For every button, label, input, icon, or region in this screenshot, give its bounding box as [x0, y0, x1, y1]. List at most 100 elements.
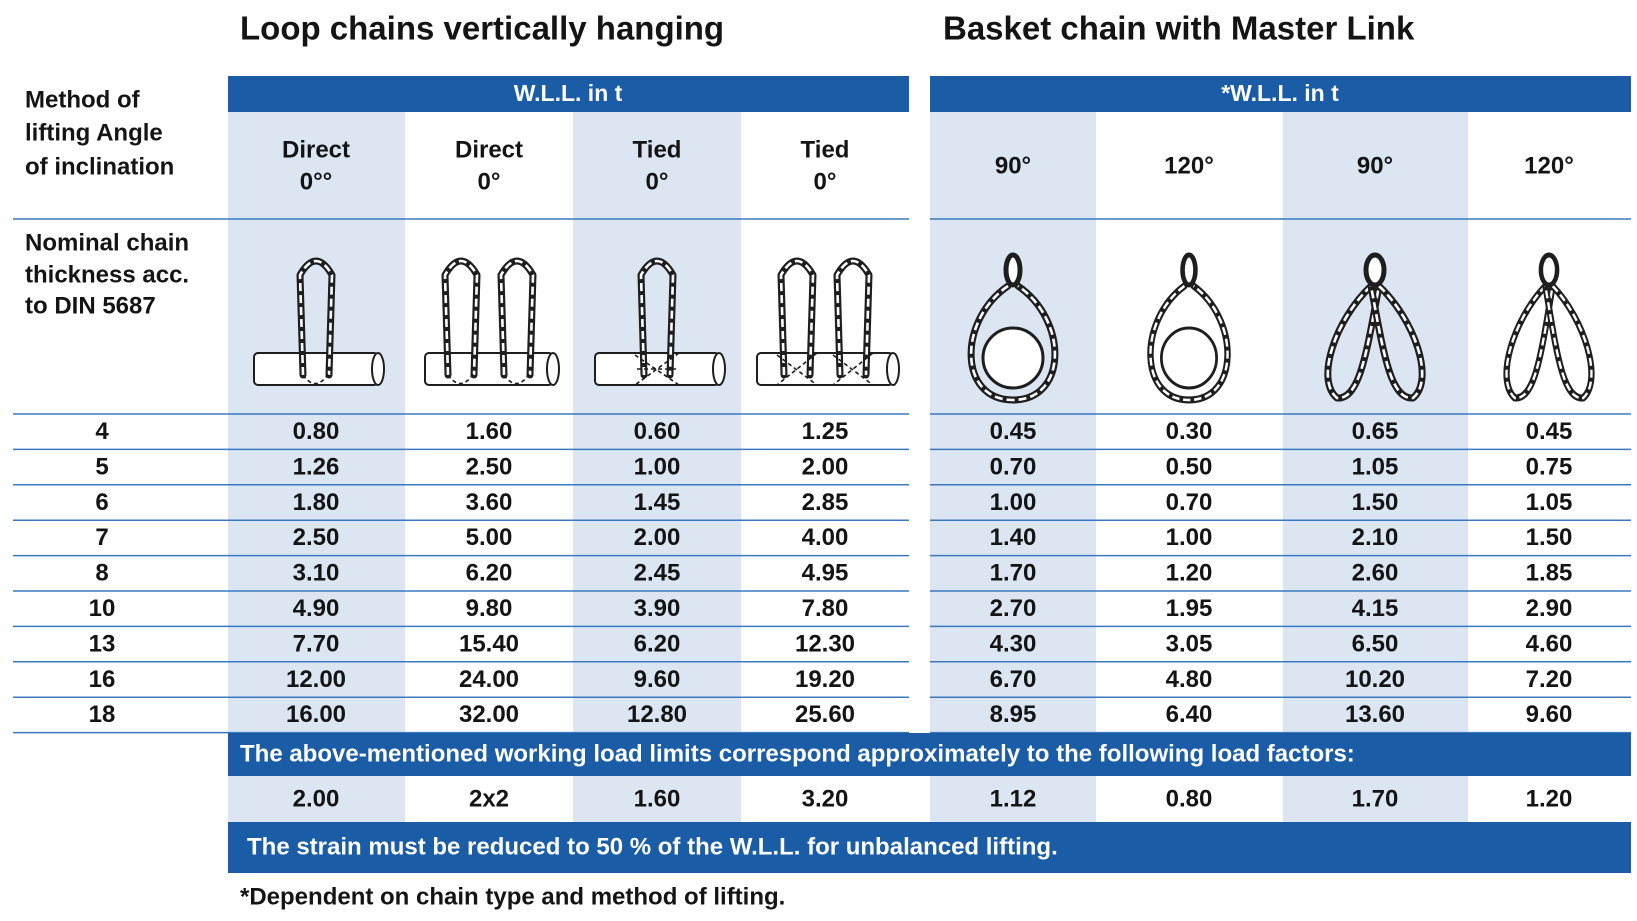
wll-value: 3.60 [466, 489, 513, 516]
wll-value: 5.00 [466, 524, 513, 551]
wll-value: 1.00 [1166, 524, 1213, 551]
note-band [228, 822, 1631, 873]
wll-value: 3.90 [634, 595, 681, 622]
column-angle: 0° [814, 168, 837, 195]
column-angle: 0°° [300, 168, 333, 195]
chain-size: 4 [95, 418, 109, 445]
wll-value: 12.80 [627, 701, 687, 728]
wll-value: 4.80 [1166, 666, 1213, 693]
wll-value: 13.60 [1345, 701, 1405, 728]
wll-value: 1.05 [1352, 453, 1399, 480]
load-factor: 3.20 [802, 785, 849, 812]
wll-value: 1.40 [990, 524, 1037, 551]
wll-value: 6.40 [1166, 701, 1213, 728]
wll-value: 1.05 [1526, 489, 1573, 516]
wll-value: 1.20 [1166, 560, 1213, 587]
note-band [228, 733, 1631, 776]
wll-value: 2.85 [802, 489, 849, 516]
method-label: lifting Angle [25, 119, 163, 146]
chain-size: 8 [95, 560, 108, 587]
wll-value: 1.25 [802, 418, 849, 445]
column-angle: 90° [995, 152, 1031, 179]
wll-value: 24.00 [459, 666, 519, 693]
method-label: of inclination [25, 153, 174, 180]
wll-value: 3.10 [293, 560, 340, 587]
wll-value: 0.80 [293, 418, 340, 445]
wll-value: 1.60 [466, 418, 513, 445]
column-angle: 120° [1524, 152, 1574, 179]
wll-value: 9.60 [634, 666, 681, 693]
wll-value: 1.00 [634, 453, 681, 480]
wll-value: 0.70 [990, 453, 1037, 480]
wll-value: 4.15 [1352, 595, 1399, 622]
thickness-label: thickness acc. [25, 261, 189, 288]
wll-value: 1.85 [1526, 560, 1573, 587]
footnote: *Dependent on chain type and method of l… [240, 883, 785, 910]
group-header: *W.L.L. in t [1221, 80, 1339, 106]
thickness-label: to DIN 5687 [25, 292, 156, 319]
wll-value: 10.20 [1345, 666, 1405, 693]
wll-value: 4.30 [990, 630, 1037, 657]
wll-value: 0.75 [1526, 453, 1573, 480]
wll-value: 0.70 [1166, 489, 1213, 516]
illustration [253, 261, 385, 386]
load-factor: 2x2 [469, 785, 509, 812]
wll-value: 0.60 [634, 418, 681, 445]
wll-value: 6.20 [634, 630, 681, 657]
wll-value: 2.70 [990, 595, 1037, 622]
wll-value: 0.50 [1166, 453, 1213, 480]
column-shading [228, 112, 1468, 822]
wll-value: 1.95 [1166, 595, 1213, 622]
wll-value: 9.60 [1526, 701, 1573, 728]
wll-value: 16.00 [286, 701, 346, 728]
wll-value: 15.40 [459, 630, 519, 657]
wll-value: 2.45 [634, 560, 681, 587]
wll-value: 2.60 [1352, 560, 1399, 587]
wll-value: 2.00 [802, 453, 849, 480]
header-bar [930, 76, 1631, 112]
wll-value: 2.50 [293, 524, 340, 551]
method-label: Method of [25, 86, 141, 113]
section-title: Loop chains vertically hanging [240, 10, 724, 47]
wll-value: 19.20 [795, 666, 855, 693]
load-factor: 1.12 [990, 785, 1037, 812]
wll-value: 0.65 [1352, 418, 1399, 445]
wll-value: 3.05 [1166, 630, 1213, 657]
column-method: Direct [455, 136, 523, 163]
section-title: Basket chain with Master Link [943, 10, 1415, 47]
wll-value: 2.90 [1526, 595, 1573, 622]
chain-size: 16 [89, 666, 116, 693]
chain-size: 7 [95, 524, 108, 551]
column-angle: 90° [1357, 152, 1393, 179]
wll-value: 1.26 [293, 453, 340, 480]
column-angle: 0° [478, 168, 501, 195]
wll-value: 0.30 [1166, 418, 1213, 445]
load-factor: 1.60 [634, 785, 681, 812]
wll-value: 25.60 [795, 701, 855, 728]
column-method: Direct [282, 136, 350, 163]
table-body: 4 0.80 1.60 0.60 1.25 0.45 0.30 0.65 0.45 5 1.26 2.… [13, 413, 1631, 734]
chain-size: 5 [95, 453, 108, 480]
wll-value: 6.70 [990, 666, 1037, 693]
wll-value: 1.45 [634, 489, 681, 516]
wll-value: 12.30 [795, 630, 855, 657]
wll-value: 4.60 [1526, 630, 1573, 657]
load-factor-note: The above-mentioned working load limits … [240, 740, 1355, 767]
wll-value: 4.95 [802, 560, 849, 587]
wll-value: 6.20 [466, 560, 513, 587]
wll-value: 2.10 [1352, 524, 1399, 551]
group-header: W.L.L. in t [514, 80, 623, 106]
strain-note: The strain must be reduced to 50 % of th… [247, 833, 1058, 860]
wll-value: 1.70 [990, 560, 1037, 587]
wll-value: 12.00 [286, 666, 346, 693]
wll-value: 0.45 [1526, 418, 1573, 445]
wll-value: 2.50 [466, 453, 513, 480]
chain-size: 10 [89, 595, 116, 622]
wll-value: 1.00 [990, 489, 1037, 516]
header-bar [228, 76, 909, 112]
thickness-label: Nominal chain [25, 229, 189, 256]
chain-size: 18 [89, 701, 116, 728]
load-factor: 2.00 [293, 785, 340, 812]
